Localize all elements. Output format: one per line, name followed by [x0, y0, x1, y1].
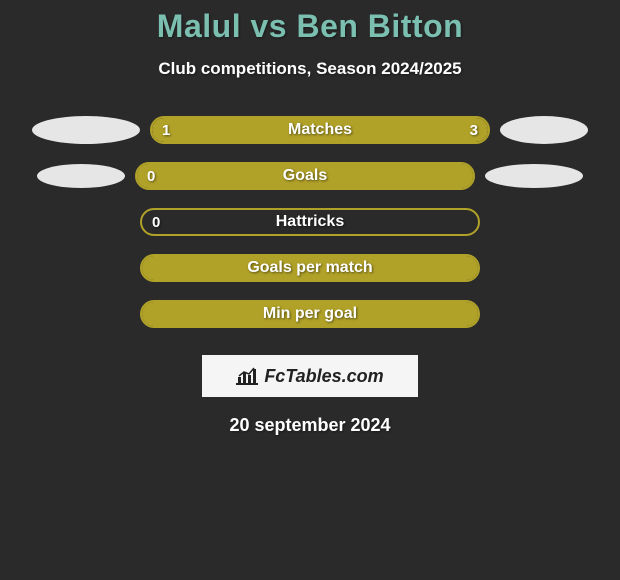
bar-gpm: Goals per match	[140, 254, 480, 282]
oval-left-0	[32, 116, 140, 144]
logo-text: FcTables.com	[264, 366, 383, 387]
page-title: Malul vs Ben Bitton	[0, 0, 620, 45]
logo-box: FcTables.com	[202, 355, 418, 397]
bar-label-2: Hattricks	[142, 210, 478, 234]
bar-mpg: Min per goal	[140, 300, 480, 328]
stat-row-mpg: Min per goal	[0, 291, 620, 337]
bar-label-3: Goals per match	[142, 256, 478, 280]
stat-rows: 1 Matches 3 0 Goals 0 Hattricks	[0, 107, 620, 337]
chart-icon	[236, 367, 258, 385]
bar-label-4: Min per goal	[142, 302, 478, 326]
stat-row-hattricks: 0 Hattricks	[0, 199, 620, 245]
subtitle: Club competitions, Season 2024/2025	[0, 59, 620, 79]
comparison-card: Malul vs Ben Bitton Club competitions, S…	[0, 0, 620, 580]
bar-matches: 1 Matches 3	[150, 116, 490, 144]
bar-label-1: Goals	[137, 164, 473, 188]
oval-left-1	[37, 164, 125, 188]
bar-val-right-0: 3	[470, 118, 478, 142]
bar-goals: 0 Goals	[135, 162, 475, 190]
stat-row-goals: 0 Goals	[0, 153, 620, 199]
oval-right-1	[485, 164, 583, 188]
stat-row-gpm: Goals per match	[0, 245, 620, 291]
bar-hattricks: 0 Hattricks	[140, 208, 480, 236]
bar-label-0: Matches	[152, 118, 488, 142]
date-text: 20 september 2024	[0, 415, 620, 436]
oval-right-0	[500, 116, 588, 144]
stat-row-matches: 1 Matches 3	[0, 107, 620, 153]
